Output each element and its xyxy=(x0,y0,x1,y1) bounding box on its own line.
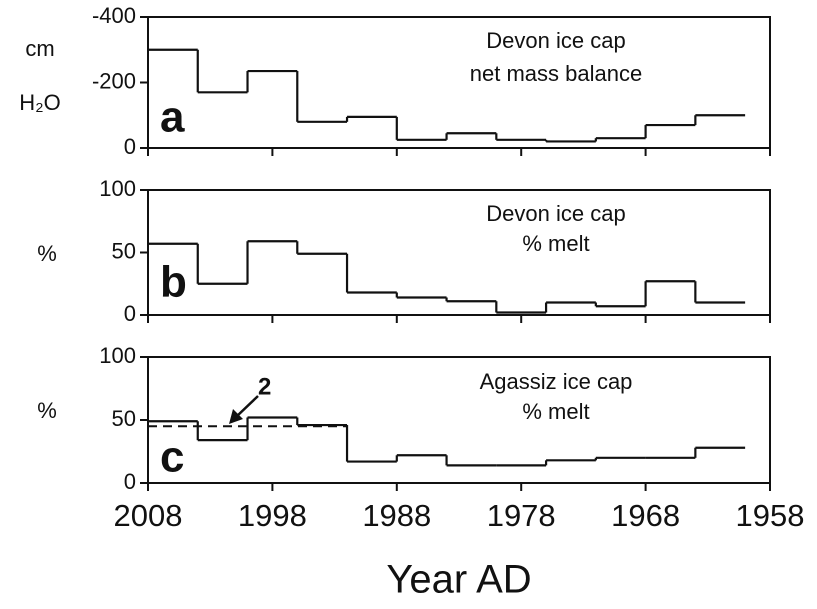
annotation-arrow xyxy=(235,395,259,418)
panel-letter: c xyxy=(160,433,184,482)
y-tick-label: 100 xyxy=(99,176,136,201)
panel-title: Devon ice cap xyxy=(486,201,625,226)
plot-frame xyxy=(147,189,771,316)
panel-title: net mass balance xyxy=(470,61,642,86)
y-axis-label: % xyxy=(37,241,57,266)
annotation: 2 xyxy=(258,373,271,400)
x-tick-label: 1988 xyxy=(362,498,431,533)
y-tick-label: 0 xyxy=(124,469,136,494)
y-tick-label: -200 xyxy=(92,68,136,93)
y-tick-label: 0 xyxy=(124,301,136,326)
x-tick-label: 1958 xyxy=(736,498,805,533)
x-tick-label: 1978 xyxy=(487,498,556,533)
panel-title: Agassiz ice cap xyxy=(480,369,633,394)
plot-frame xyxy=(147,356,771,484)
y-tick-label: -400 xyxy=(92,3,136,28)
panel-title: % melt xyxy=(522,231,589,256)
x-tick-label: 1968 xyxy=(611,498,680,533)
panel-title: Devon ice cap xyxy=(486,28,625,53)
y-axis-label: % xyxy=(37,398,57,423)
y-tick-label: 50 xyxy=(112,406,136,431)
arrow-head xyxy=(229,409,243,424)
panel-title: % melt xyxy=(522,399,589,424)
panel-letter: b xyxy=(160,258,187,307)
x-axis-label: Year AD xyxy=(386,558,531,602)
panel-letter: a xyxy=(160,93,185,142)
x-tick-label: 2008 xyxy=(114,498,183,533)
y-tick-label: 50 xyxy=(112,238,136,263)
y-axis-label: H₂O xyxy=(19,90,61,115)
y-axis-label: cm xyxy=(25,36,54,61)
x-tick-label: 1998 xyxy=(238,498,307,533)
y-tick-label: 0 xyxy=(124,134,136,159)
y-tick-label: 100 xyxy=(99,343,136,368)
plot-frame xyxy=(147,16,771,149)
